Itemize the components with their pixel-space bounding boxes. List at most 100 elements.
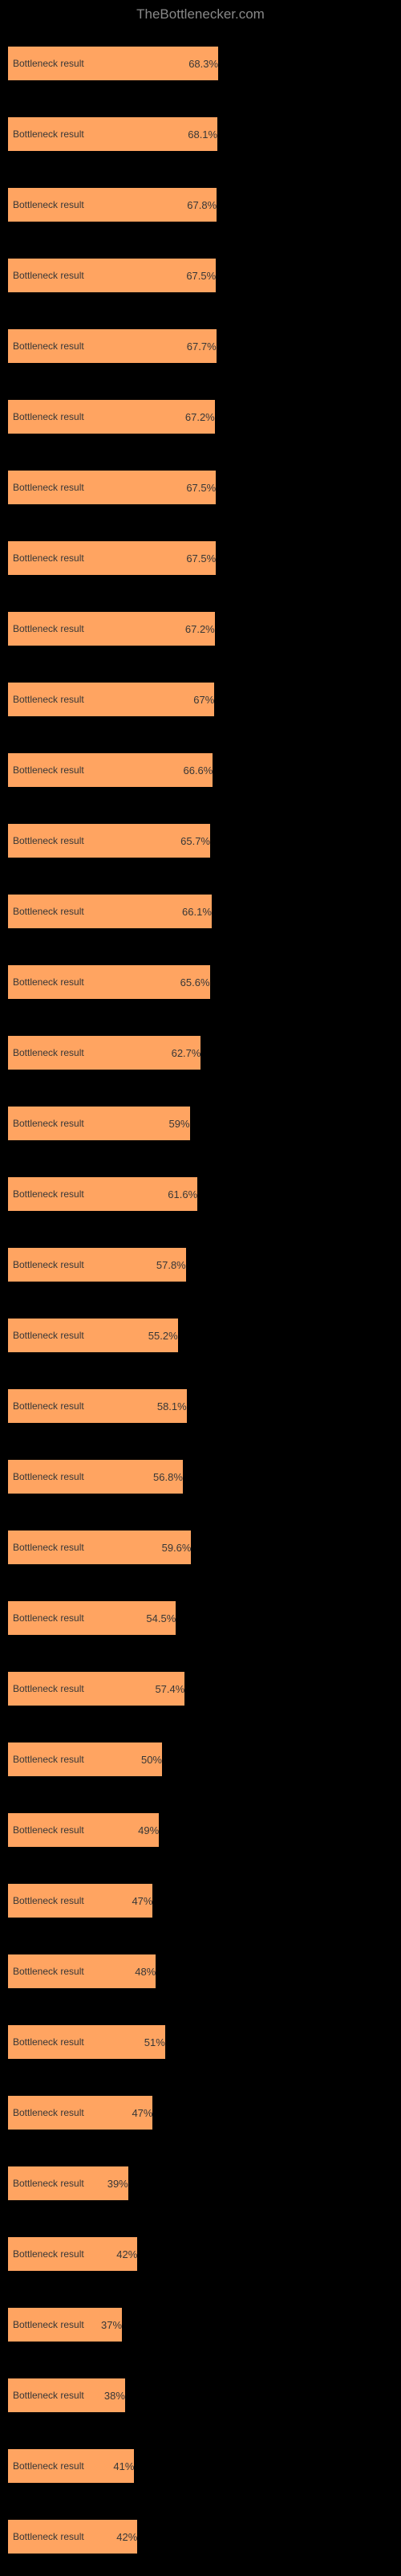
item-label — [8, 2011, 393, 2022]
bar-value: 47% — [132, 2107, 157, 2119]
bottleneck-bar: Bottleneck result39% — [8, 2166, 128, 2200]
bar-group: Bottleneck result62.7% — [8, 1021, 393, 1070]
bar-axis-label: Bottleneck result — [13, 2178, 84, 2189]
bar-row: Bottleneck result62.7% — [8, 1036, 393, 1070]
bar-group: Bottleneck result38% — [8, 2364, 393, 2412]
bar-row: Bottleneck result39% — [8, 2166, 393, 2200]
bar-value: 66.6% — [183, 764, 217, 776]
bottleneck-bar: Bottleneck result59.6% — [8, 1531, 191, 1564]
bottleneck-bar: Bottleneck result57.4% — [8, 1672, 184, 1706]
item-label — [8, 1728, 393, 1739]
bar-group: Bottleneck result67.2% — [8, 597, 393, 646]
item-label — [8, 2505, 393, 2517]
bar-group: Bottleneck result 59.6% — [8, 1516, 393, 1564]
bar-value: 59.6% — [162, 1542, 196, 1554]
bottleneck-bar: Bottleneck result49% — [8, 1813, 159, 1847]
bottleneck-bar: Bottleneck result56.8% — [8, 1460, 183, 1494]
bottleneck-bar: Bottleneck result67.2% — [8, 400, 215, 434]
bar-row: Bottleneck result66.1% — [8, 895, 393, 928]
bar-value: 66.1% — [182, 906, 217, 918]
bar-row: Bottleneck result50% — [8, 1742, 393, 1776]
bar-axis-label: Bottleneck result — [13, 1966, 84, 1977]
bar-axis-label: Bottleneck result — [13, 694, 84, 705]
item-label — [8, 1516, 393, 1527]
bar-value: 57.4% — [155, 1683, 189, 1695]
bar-value: 48% — [135, 1966, 160, 1978]
bottleneck-bar: Bottleneck result67% — [8, 683, 214, 716]
bottleneck-bar: Bottleneck result47% — [8, 1884, 152, 1918]
bottleneck-bar: Bottleneck result47% — [8, 2096, 152, 2130]
bar-value: 67.5% — [186, 552, 221, 565]
bar-group: Bottleneck result55.2% — [8, 1304, 393, 1352]
bar-value: 68.1% — [188, 128, 222, 141]
bar-group: Bottleneck result67.5% — [8, 244, 393, 292]
bar-row: Bottleneck result 59% — [8, 1107, 393, 1140]
bar-value: 67.2% — [185, 411, 220, 423]
item-label — [8, 2081, 393, 2093]
bar-group: Bottleneck result47% — [8, 1869, 393, 1918]
bar-group: Bottleneck result42% — [8, 2223, 393, 2271]
bar-group: Bottleneck result 67% — [8, 668, 393, 716]
bar-row: Bottleneck result47% — [8, 1884, 393, 1918]
bar-axis-label: Bottleneck result — [13, 1047, 84, 1058]
bottleneck-bar: Bottleneck result38% — [8, 2378, 125, 2412]
bar-group: Bottleneck result61.6% — [8, 1163, 393, 1211]
bar-group: Bottleneck result 57.4% — [8, 1657, 393, 1706]
bar-value: 67.8% — [187, 199, 221, 211]
bar-axis-label: Bottleneck result — [13, 1824, 84, 1836]
item-label — [8, 456, 393, 467]
bar-row: Bottleneck result 67.8% — [8, 188, 393, 222]
bar-row: Bottleneck result49% — [8, 1813, 393, 1847]
bottleneck-bar: Bottleneck result42% — [8, 2237, 137, 2271]
item-label — [8, 809, 393, 821]
bar-row: Bottleneck result67.7% — [8, 329, 393, 363]
bar-group: Bottleneck result47% — [8, 2081, 393, 2130]
item-label — [8, 597, 393, 609]
item-label — [8, 2293, 393, 2305]
site-title: TheBottlenecker.com — [136, 6, 265, 22]
bar-value: 61.6% — [168, 1188, 202, 1200]
bar-group: Bottleneck result67.5% — [8, 456, 393, 504]
page-header: TheBottlenecker.com — [0, 6, 401, 22]
bar-group: Bottleneck result 68.1% — [8, 103, 393, 151]
item-label — [8, 880, 393, 891]
bar-row: Bottleneck result67.5% — [8, 541, 393, 575]
bar-value: 42% — [116, 2248, 142, 2260]
bar-axis-label: Bottleneck result — [13, 1471, 84, 1482]
bar-axis-label: Bottleneck result — [13, 1542, 84, 1553]
bar-value: 67% — [193, 694, 219, 706]
item-label — [8, 1375, 393, 1386]
bar-axis-label: Bottleneck result — [13, 1612, 84, 1624]
bottleneck-bar: Bottleneck result67.5% — [8, 259, 216, 292]
bar-axis-label: Bottleneck result — [13, 1895, 84, 1906]
item-label — [8, 1940, 393, 1951]
bar-group: Bottleneck result67.5% — [8, 527, 393, 575]
bar-axis-label: Bottleneck result — [13, 128, 84, 140]
item-label — [8, 527, 393, 538]
bottleneck-bar: Bottleneck result48% — [8, 1954, 156, 1988]
bar-group: Bottleneck result39% — [8, 2152, 393, 2200]
bar-group: Bottleneck result 67.8% — [8, 173, 393, 222]
bottleneck-bar: Bottleneck result51% — [8, 2025, 165, 2059]
bar-axis-label: Bottleneck result — [13, 1118, 84, 1129]
bar-group: Bottleneck result 59% — [8, 1092, 393, 1140]
bar-axis-label: Bottleneck result — [13, 764, 84, 776]
bar-row: Bottleneck result 48% — [8, 1954, 393, 1988]
bar-axis-label: Bottleneck result — [13, 1683, 84, 1694]
item-label — [8, 1657, 393, 1669]
bottleneck-bar: Bottleneck result65.7% — [8, 824, 210, 858]
bar-value: 59% — [169, 1118, 195, 1130]
bar-axis-label: Bottleneck result — [13, 482, 84, 493]
item-label — [8, 1445, 393, 1457]
bottleneck-bar: Bottleneck result67.5% — [8, 471, 216, 504]
bar-row: Bottleneck result61.6% — [8, 1177, 393, 1211]
bar-group: Bottleneck result 54.5% — [8, 1587, 393, 1635]
bar-value: 54.5% — [146, 1612, 180, 1624]
bar-group: Bottleneck result50% — [8, 1728, 393, 1776]
bar-value: 50% — [141, 1754, 167, 1766]
bar-value: 41% — [113, 2460, 139, 2472]
item-label — [8, 1163, 393, 1174]
bar-axis-label: Bottleneck result — [13, 199, 84, 210]
bottleneck-bar: Bottleneck result59% — [8, 1107, 190, 1140]
item-label — [8, 1233, 393, 1245]
